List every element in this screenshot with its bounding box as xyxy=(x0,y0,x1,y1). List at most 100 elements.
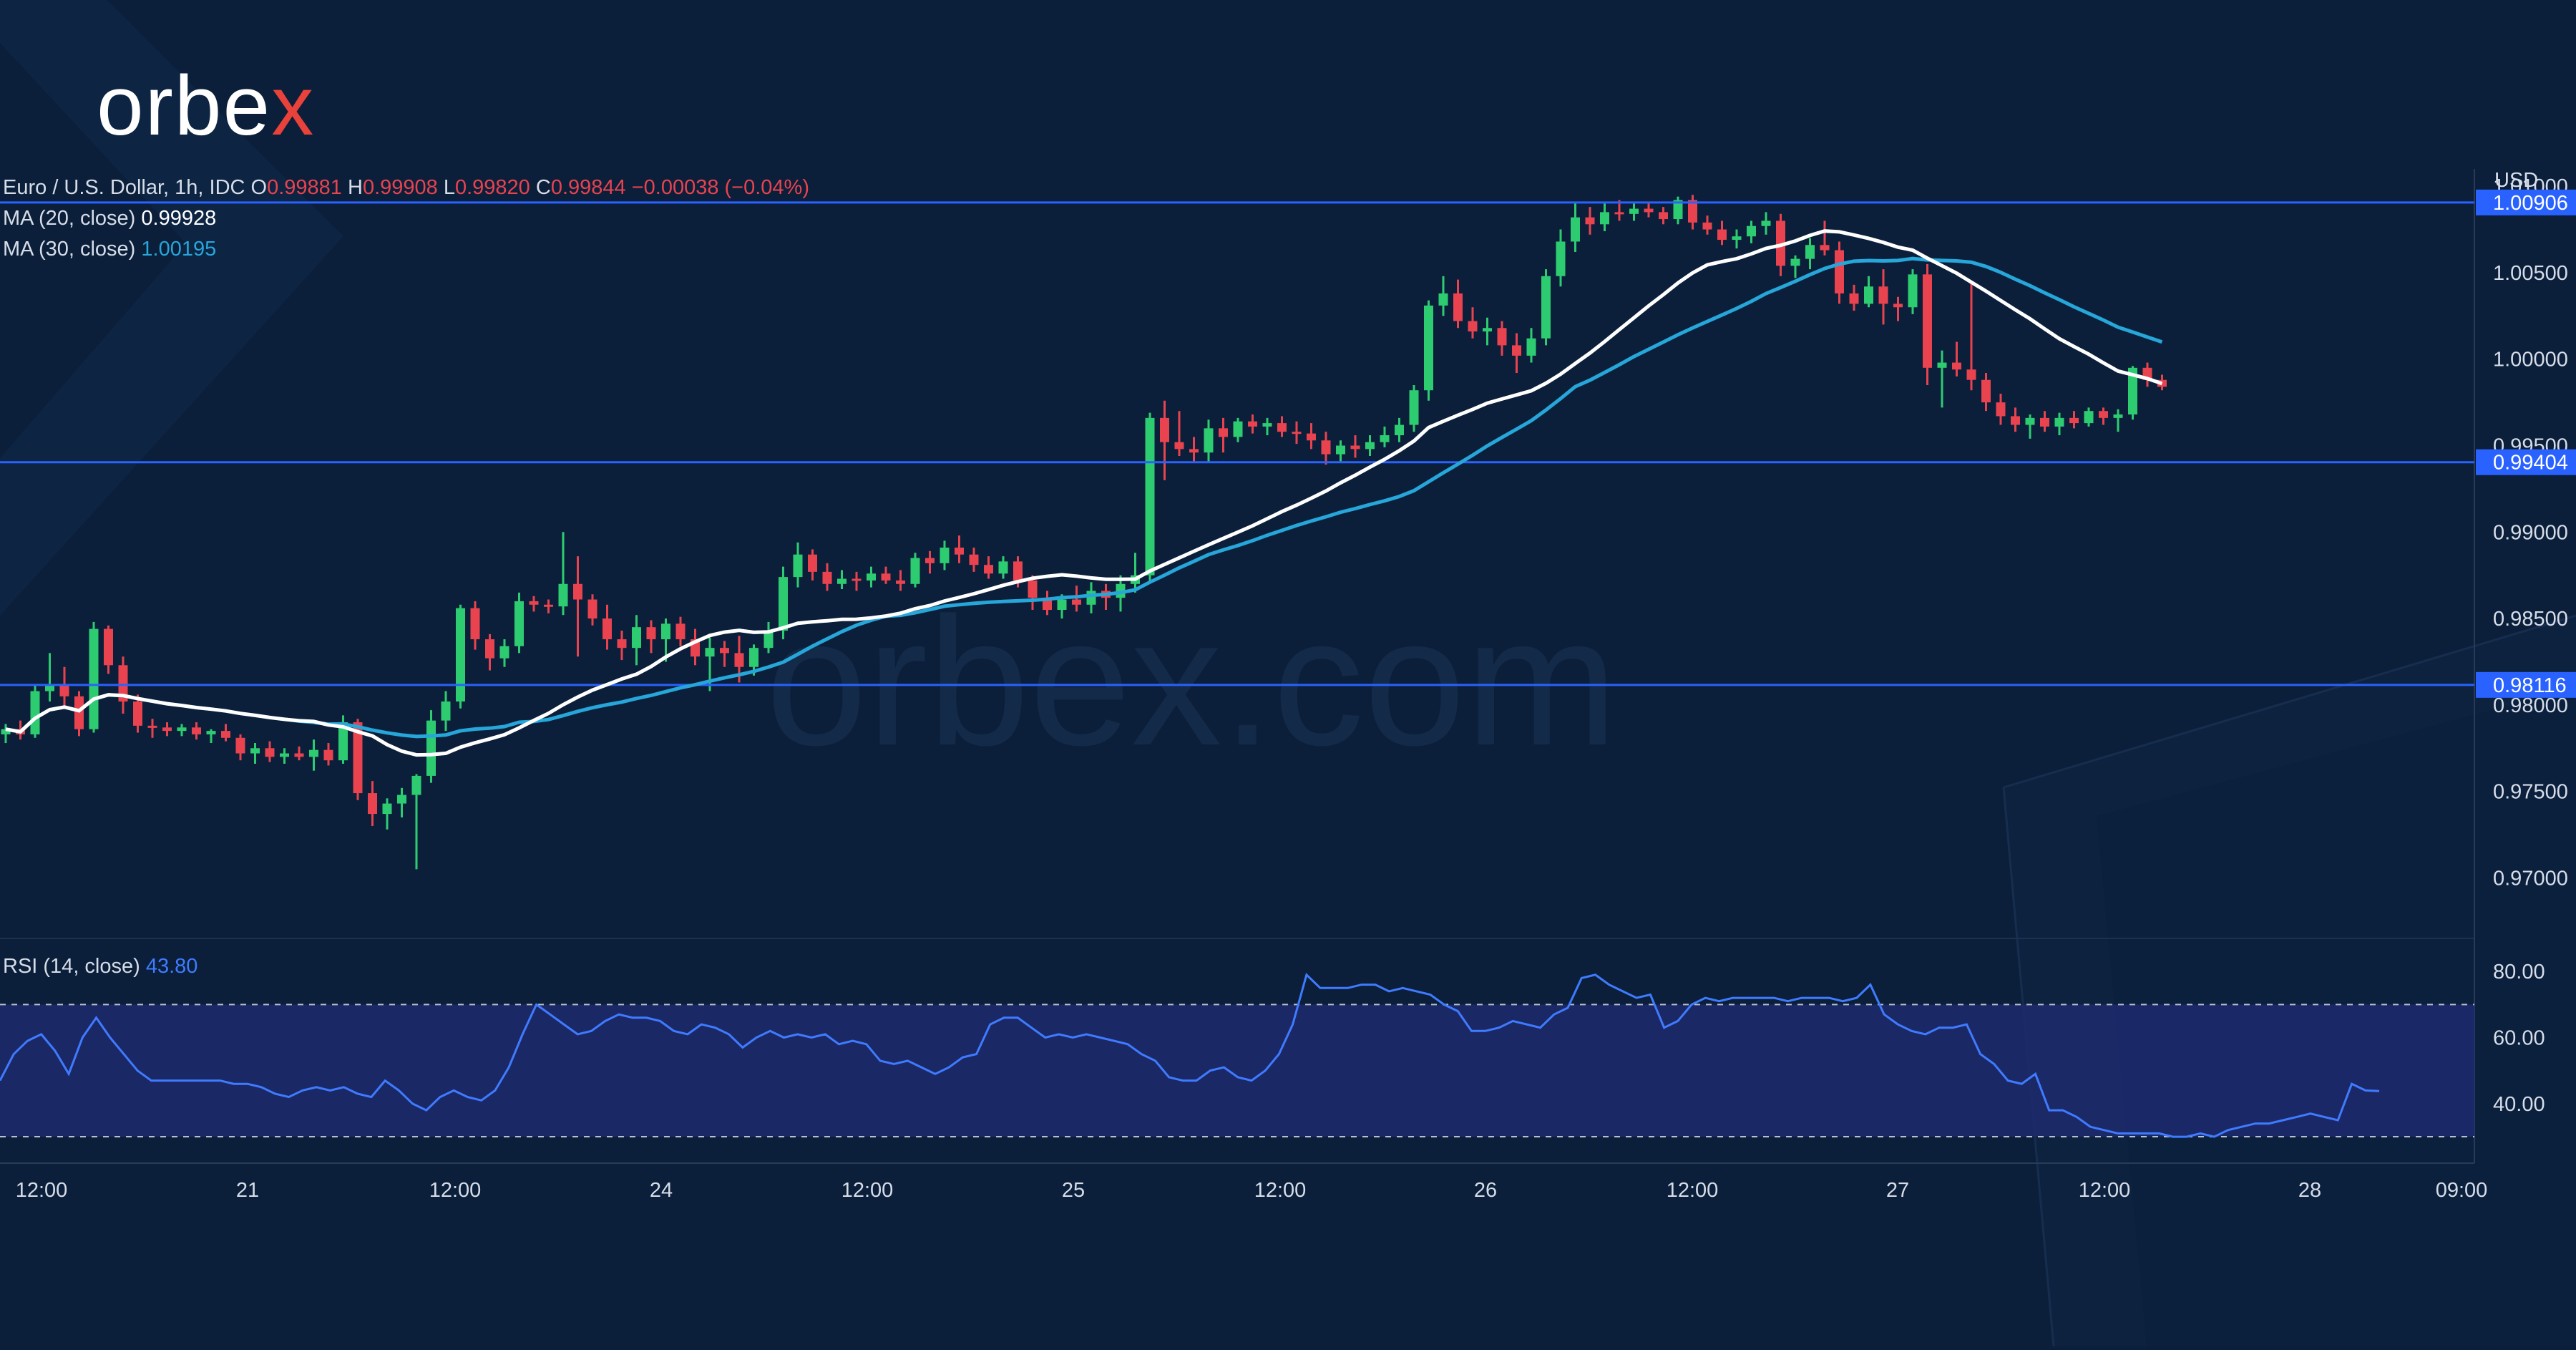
candle-body xyxy=(646,627,656,640)
candle-body xyxy=(2084,411,2094,424)
candle xyxy=(1688,195,1697,230)
candle xyxy=(998,556,1008,579)
candle-body xyxy=(1248,421,1257,427)
candle xyxy=(573,556,582,657)
candle-body xyxy=(2025,417,2035,425)
candle xyxy=(1908,269,1918,314)
candle-body xyxy=(1013,561,1023,581)
candle xyxy=(896,570,905,591)
candle-body xyxy=(1571,217,1580,242)
candle-body xyxy=(45,684,54,691)
candle-body xyxy=(280,753,289,757)
candle xyxy=(632,615,641,666)
candle xyxy=(984,556,993,579)
candle xyxy=(1468,307,1478,339)
candle-body xyxy=(1966,369,1976,380)
candle xyxy=(1219,417,1228,453)
price-axis-ticks: 1.010001.005001.000000.995000.990000.985… xyxy=(2493,175,2568,890)
symbol-name: Euro / U.S. Dollar, 1h, IDC xyxy=(3,176,245,199)
candle xyxy=(2011,407,2020,432)
candle-body xyxy=(1072,599,1081,605)
candle-body xyxy=(2113,414,2123,418)
candle-body xyxy=(617,639,627,649)
candle xyxy=(1893,296,1903,321)
candle-body xyxy=(1747,225,1756,237)
candle-body xyxy=(1776,220,1785,266)
candle xyxy=(1292,421,1302,445)
candle-body xyxy=(1937,362,1947,368)
candle-body xyxy=(1541,276,1551,339)
candle xyxy=(2069,411,2079,429)
candle-body xyxy=(1585,217,1595,225)
ma20-legend: MA (20, close) 0.99928 xyxy=(3,207,217,230)
candle xyxy=(192,722,201,740)
candle-body xyxy=(1086,591,1096,605)
time-tick-label: 25 xyxy=(1062,1179,1085,1202)
candle-body xyxy=(763,631,774,649)
level-label-box xyxy=(2476,671,2576,698)
candle-body xyxy=(587,599,597,619)
candle xyxy=(74,691,84,737)
candle-body xyxy=(1497,328,1507,346)
candle xyxy=(1174,411,1184,457)
candle xyxy=(1395,417,1404,442)
candle-body xyxy=(368,793,377,815)
candle xyxy=(1336,440,1345,463)
candle-body xyxy=(1453,293,1463,321)
candle-body xyxy=(1849,293,1859,304)
candle xyxy=(1571,203,1580,252)
candle xyxy=(280,748,289,764)
price-tick-label: 1.00000 xyxy=(2493,349,2568,372)
candle-body xyxy=(969,554,979,565)
candle xyxy=(382,798,392,830)
time-tick-label: 12:00 xyxy=(429,1179,482,1202)
candle-body xyxy=(632,627,641,649)
candle-body xyxy=(705,648,715,657)
candle xyxy=(1262,417,1272,436)
candle-body xyxy=(1336,445,1345,455)
candle xyxy=(1483,317,1492,346)
candle-body xyxy=(2054,417,2064,427)
candle xyxy=(1380,426,1390,447)
candle-body xyxy=(2069,417,2079,424)
candle-body xyxy=(837,578,847,584)
candle xyxy=(1204,419,1214,463)
candle-body xyxy=(338,722,348,761)
candle xyxy=(235,734,245,761)
candle-body xyxy=(1614,212,1624,215)
candle xyxy=(1878,269,1888,325)
candle xyxy=(59,666,69,709)
candle xyxy=(1512,333,1521,374)
candle-body xyxy=(1908,274,1918,308)
candle xyxy=(1790,255,1800,278)
candle xyxy=(250,743,260,764)
time-tick-label: 12:00 xyxy=(1254,1179,1307,1202)
level-label-box xyxy=(2476,449,2576,475)
candle-body xyxy=(1600,212,1609,225)
price-tick-label: 0.98500 xyxy=(2493,608,2568,631)
candle-body xyxy=(250,748,260,754)
candle xyxy=(1233,417,1243,442)
candle-body xyxy=(1893,303,1903,308)
candle xyxy=(1307,423,1316,450)
candle-body xyxy=(221,731,230,738)
candle-body xyxy=(822,571,832,584)
candle xyxy=(1673,196,1683,225)
candle xyxy=(2025,414,2035,439)
candle xyxy=(499,639,509,667)
candle-body xyxy=(1688,200,1697,223)
candle-body xyxy=(1350,445,1360,450)
candle xyxy=(1659,207,1668,225)
candle-body xyxy=(74,696,84,729)
time-tick-label: 12:00 xyxy=(16,1179,68,1202)
candle-body xyxy=(1219,428,1228,437)
candle-body xyxy=(235,737,245,754)
candle-body xyxy=(1864,286,1873,304)
candle-body xyxy=(59,684,69,696)
candle-body xyxy=(998,561,1008,574)
candle xyxy=(1600,203,1609,231)
candle-body xyxy=(1732,236,1742,241)
candle-body xyxy=(382,803,392,815)
candle-body xyxy=(1526,338,1536,356)
